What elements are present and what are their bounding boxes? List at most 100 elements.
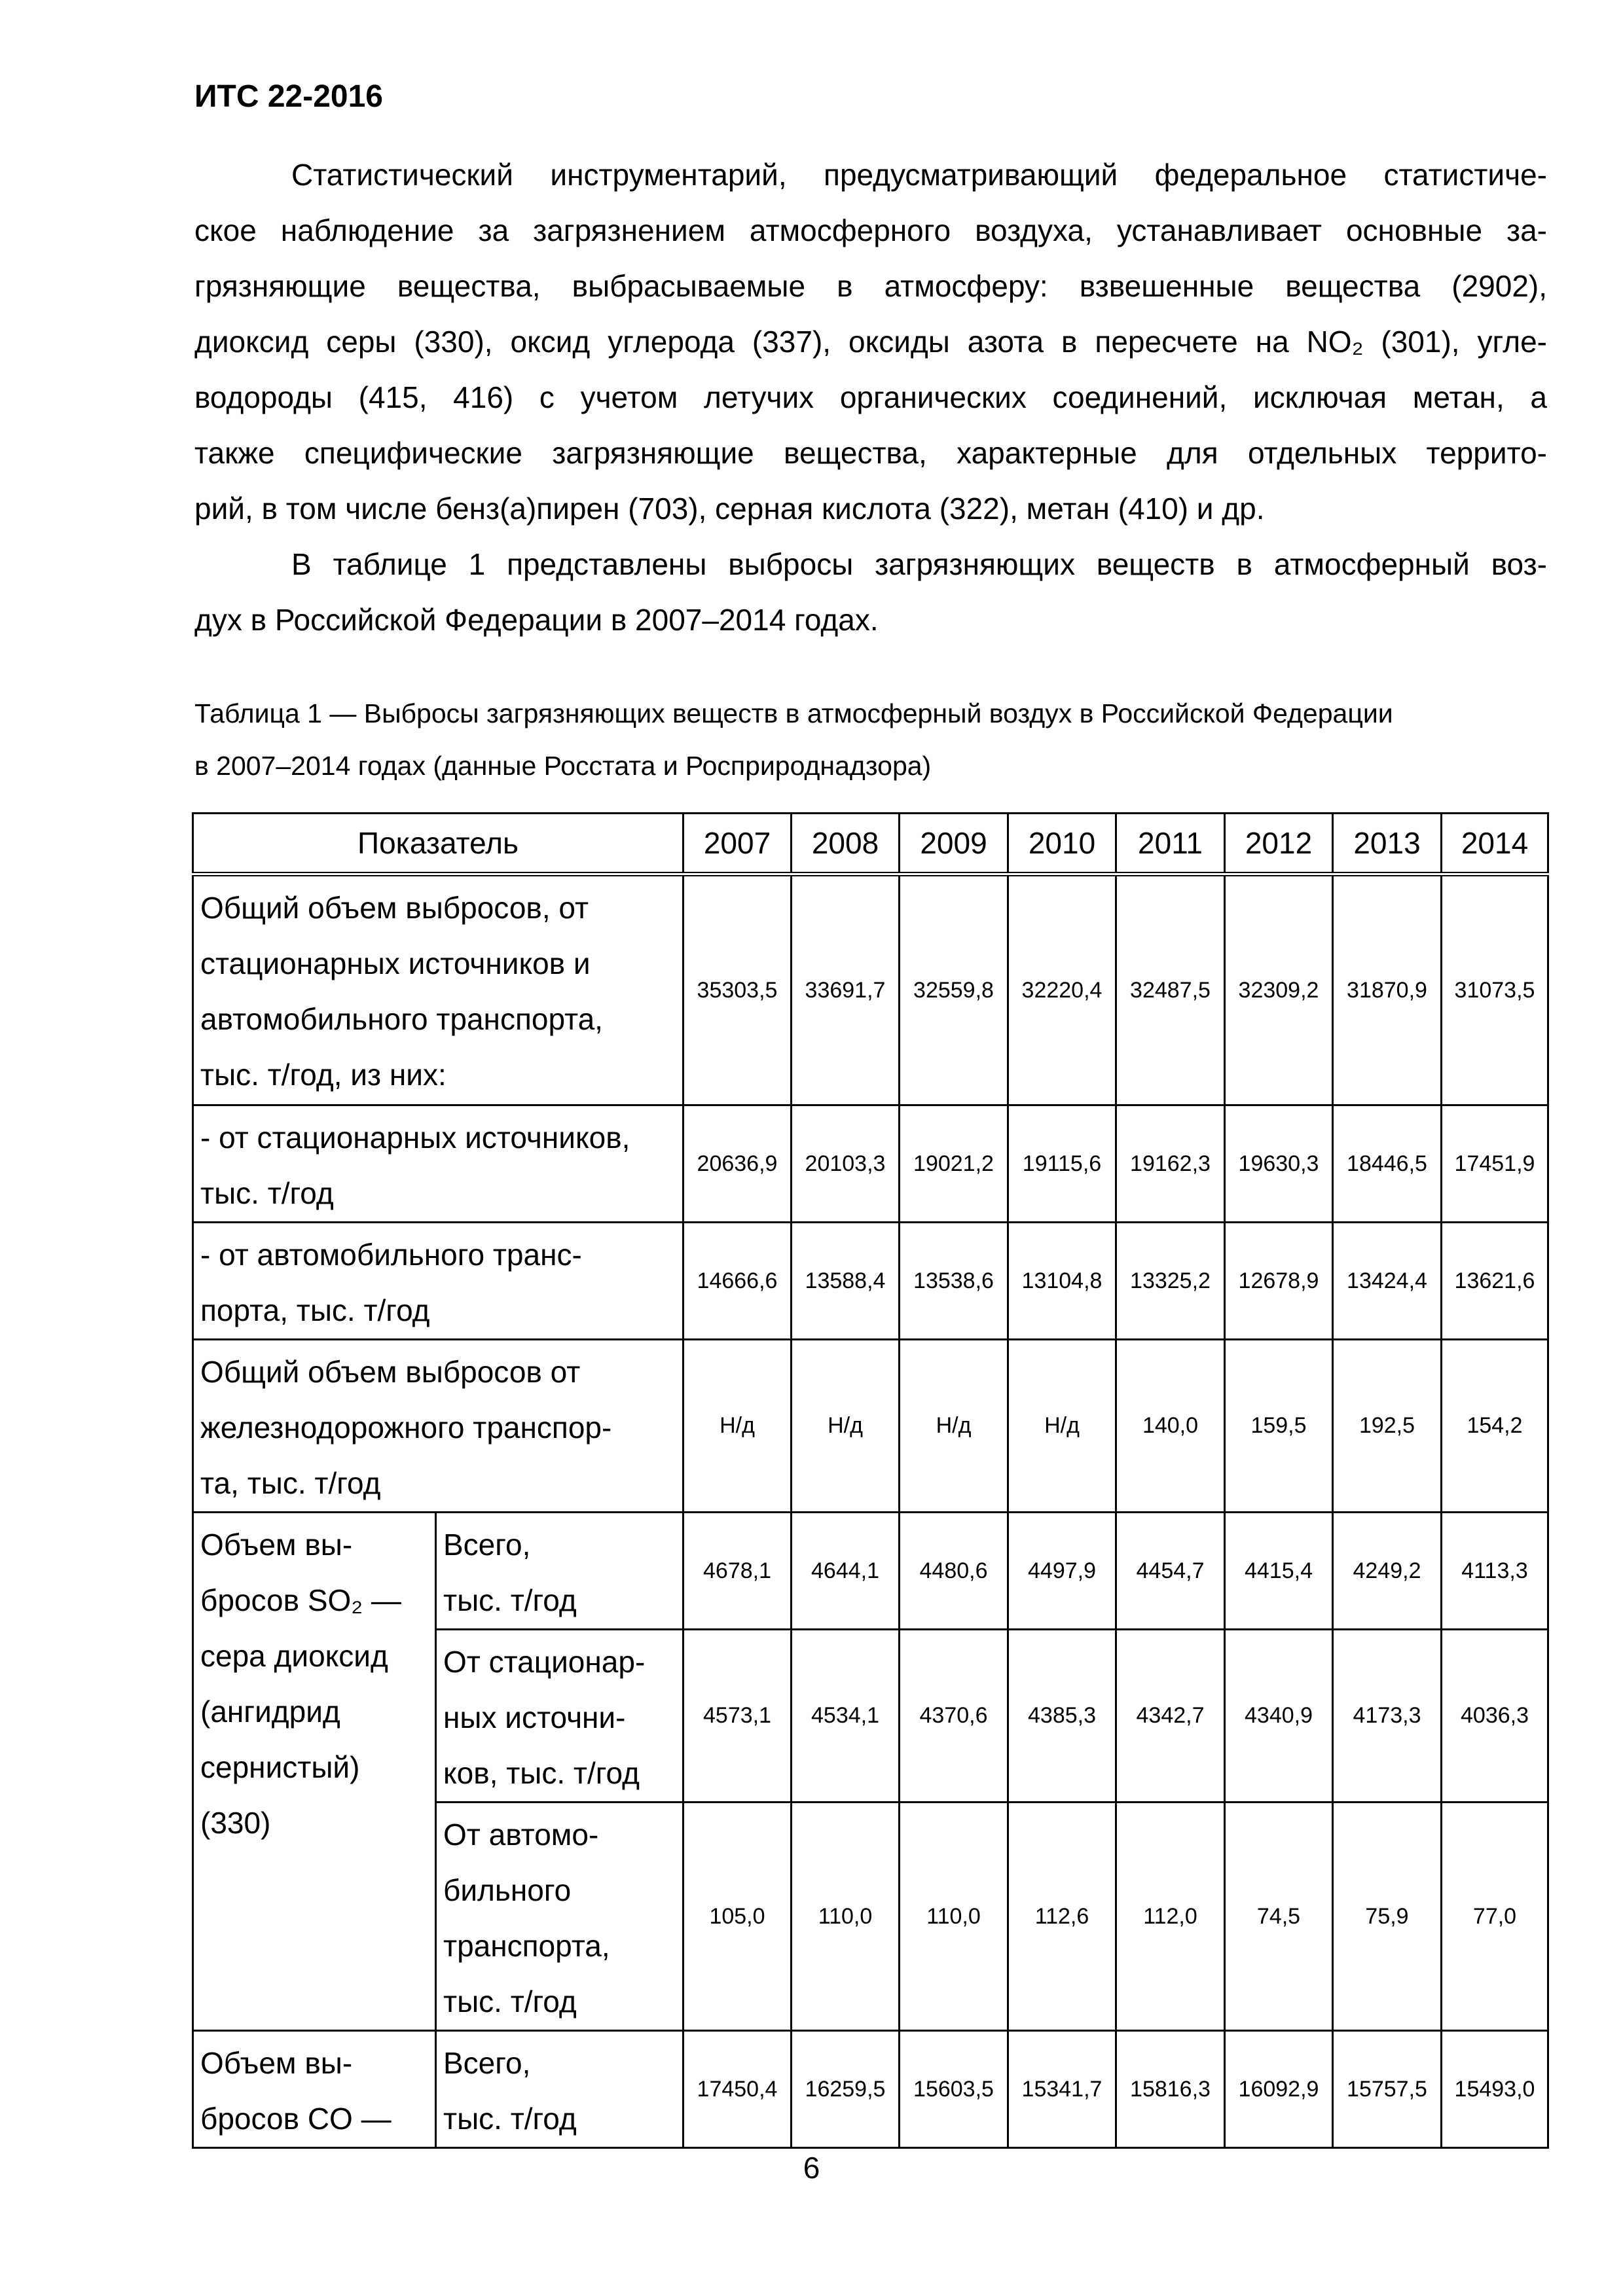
value-cell: 13325,2 [1115, 1221, 1226, 1340]
value-cell: 32559,8 [898, 873, 1009, 1106]
value-cell: 4342,7 [1115, 1628, 1226, 1803]
value-cell: 15757,5 [1332, 2030, 1442, 2149]
row-sub-label: От стационар- ных источни- ков, тыс. т/г… [435, 1628, 684, 1803]
table-row: От стационар- ных источни- ков, тыс. т/г… [193, 1628, 1549, 1803]
value-cell: 105,0 [682, 1801, 792, 2032]
value-cell: 15816,3 [1115, 2030, 1226, 2149]
value-cell: 13538,6 [898, 1221, 1009, 1340]
value-cell: 154,2 [1440, 1338, 1549, 1513]
value-cell: 19021,2 [898, 1104, 1009, 1223]
row-sub-label: От автомо- бильного транспорта, тыс. т/г… [435, 1801, 684, 2032]
value-cell: 74,5 [1224, 1801, 1334, 2032]
body-text: Статистический инструментарий, предусмат… [194, 147, 1547, 648]
value-cell: 4385,3 [1007, 1628, 1117, 1803]
value-cell: 19630,3 [1224, 1104, 1334, 1223]
value-cell: Н/д [682, 1338, 792, 1513]
value-cell: 4534,1 [790, 1628, 900, 1803]
table-row: - от стационарных источников, тыс. т/год… [192, 1104, 1549, 1223]
value-cell: 4415,4 [1224, 1511, 1334, 1630]
text-line: В таблице 1 представлены выбросы загрязн… [291, 547, 1547, 581]
text-line: рий, в том числе бенз(а)пирен (703), сер… [194, 492, 1265, 526]
row-label: - от автомобильного транс- порта, тыс. т… [192, 1221, 684, 1340]
value-cell: 4173,3 [1332, 1628, 1442, 1803]
value-cell: 13104,8 [1007, 1221, 1117, 1340]
row-sub-label: Всего, тыс. т/год [435, 1511, 684, 1630]
value-cell: 33691,7 [790, 873, 900, 1106]
value-cell: 4497,9 [1007, 1511, 1117, 1630]
header-year: 2014 [1440, 812, 1549, 876]
value-cell: 192,5 [1332, 1338, 1442, 1513]
value-cell: Н/д [1007, 1338, 1117, 1513]
text-line: диоксид серы (330), оксид углерода (337)… [194, 325, 1547, 359]
text-line: ское наблюдение за загрязнением атмосфер… [194, 213, 1547, 247]
value-cell: 18446,5 [1332, 1104, 1442, 1223]
table-row: Общий объем выбросов, от стационарных ис… [192, 873, 1549, 1106]
value-cell: 15341,7 [1007, 2030, 1117, 2149]
table-header-row: Показатель 2007 2008 2009 2010 2011 2012 2013 20… [192, 812, 1549, 876]
text-line: Статистический инструментарий, предусмат… [291, 158, 1547, 192]
value-cell: 19162,3 [1115, 1104, 1226, 1223]
value-cell: 112,0 [1115, 1801, 1226, 2032]
value-cell: 110,0 [790, 1801, 900, 2032]
value-cell: 35303,5 [682, 873, 792, 1106]
value-cell: 13424,4 [1332, 1221, 1442, 1340]
value-cell: 32309,2 [1224, 873, 1334, 1106]
value-cell: 4644,1 [790, 1511, 900, 1630]
text-line: грязняющие вещества, выбрасываемые в атм… [194, 269, 1547, 303]
value-cell: 12678,9 [1224, 1221, 1334, 1340]
value-cell: 4113,3 [1440, 1511, 1549, 1630]
value-cell: 77,0 [1440, 1801, 1549, 2032]
value-cell: 4454,7 [1115, 1511, 1226, 1630]
caption-line: в 2007–2014 годах (данные Росстата и Рос… [194, 751, 932, 781]
value-cell: 140,0 [1115, 1338, 1226, 1513]
value-cell: 4480,6 [898, 1511, 1009, 1630]
value-cell: 4340,9 [1224, 1628, 1334, 1803]
value-cell: 16092,9 [1224, 2030, 1334, 2149]
table-row: Объем вы- бросов SO₂ — сера диоксид (анг… [192, 1511, 1549, 2032]
value-cell: 4573,1 [682, 1628, 792, 1803]
table-row: От автомо- бильного транспорта, тыс. т/г… [193, 1801, 1549, 2032]
header-year: 2010 [1007, 812, 1117, 876]
header-year: 2011 [1115, 812, 1226, 876]
value-cell: 32487,5 [1115, 873, 1226, 1106]
value-cell: 112,6 [1007, 1801, 1117, 2032]
value-cell: 16259,5 [790, 2030, 900, 2149]
header-year: 2007 [682, 812, 792, 876]
value-cell: 4678,1 [682, 1511, 792, 1630]
value-cell: 75,9 [1332, 1801, 1442, 2032]
value-cell: 19115,6 [1007, 1104, 1117, 1223]
value-cell: 17451,9 [1440, 1104, 1549, 1223]
value-cell: 20103,3 [790, 1104, 900, 1223]
row-sub-label: Всего, тыс. т/год [435, 2030, 684, 2149]
value-cell: 17450,4 [682, 2030, 792, 2149]
caption-line: Таблица 1 — Выбросы загрязняющих веществ… [194, 698, 1393, 728]
value-cell: 32220,4 [1007, 873, 1117, 1106]
row-label: - от стационарных источников, тыс. т/год [192, 1104, 684, 1223]
row-label: Общий объем выбросов от железнодорожного… [192, 1338, 684, 1513]
value-cell: 31870,9 [1332, 873, 1442, 1106]
value-cell: 20636,9 [682, 1104, 792, 1223]
value-cell: 13621,6 [1440, 1221, 1549, 1340]
row-group-label: Объем вы- бросов CO — [192, 2030, 437, 2149]
value-cell: 14666,6 [682, 1221, 792, 1340]
value-cell: 110,0 [898, 1801, 1009, 2032]
header-year: 2013 [1332, 812, 1442, 876]
emissions-table: Показатель 2007 2008 2009 2010 2011 2012 2013 20… [192, 812, 1549, 2149]
header-year: 2012 [1224, 812, 1334, 876]
value-cell: 4036,3 [1440, 1628, 1549, 1803]
document-code: ИТС 22-2016 [194, 79, 383, 114]
text-line: дух в Российской Федерации в 2007–2014 г… [194, 603, 879, 637]
header-indicator: Показатель [192, 812, 684, 876]
header-year: 2009 [898, 812, 1009, 876]
table-caption: Таблица 1 — Выбросы загрязняющих веществ… [194, 687, 1547, 792]
text-line: водороды (415, 416) с учетом летучих орг… [194, 380, 1547, 414]
value-cell: 4370,6 [898, 1628, 1009, 1803]
value-cell: 4249,2 [1332, 1511, 1442, 1630]
text-line: также специфические загрязняющие веществ… [194, 436, 1547, 470]
page-number: 6 [803, 2151, 820, 2185]
value-cell: 31073,5 [1440, 873, 1549, 1106]
value-cell: Н/д [898, 1338, 1009, 1513]
table-row: - от автомобильного транс- порта, тыс. т… [192, 1221, 1549, 1340]
table-row: Общий объем выбросов от железнодорожного… [192, 1338, 1549, 1513]
value-cell: 15603,5 [898, 2030, 1009, 2149]
